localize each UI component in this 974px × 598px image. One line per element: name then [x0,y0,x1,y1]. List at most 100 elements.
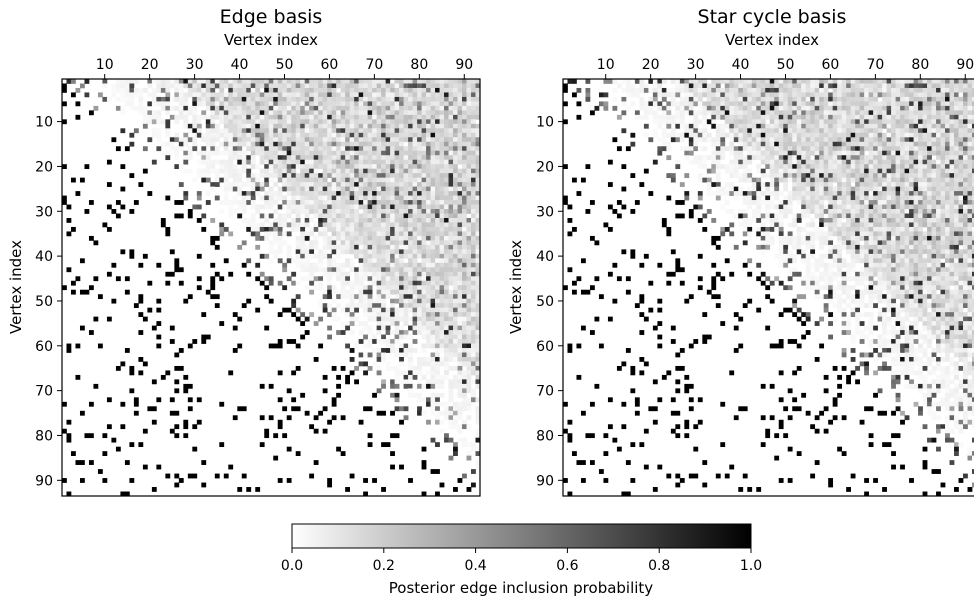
heatmap-cell [381,289,386,295]
heatmap-cell [385,141,391,147]
heatmap-cell [295,258,301,264]
heatmap-cell [313,415,319,421]
heatmap-cell [268,110,274,116]
heatmap-cell [124,96,130,102]
heatmap-cell [715,114,721,120]
heatmap-cell [466,262,472,268]
heatmap-cell [403,168,409,174]
heatmap-cell [421,235,427,241]
heatmap-cell [412,177,418,183]
heatmap-cell [475,267,481,273]
heatmap-cell [313,141,319,147]
heatmap-cell [421,491,427,497]
heatmap-cell [336,446,342,452]
heatmap-cell [738,141,744,147]
heatmap-cell [349,321,355,326]
heatmap-cell [322,388,328,394]
heatmap-cell [250,182,256,187]
heatmap-cell [363,191,368,196]
heatmap-cell [435,370,440,376]
heatmap-cell [340,271,346,277]
heatmap-cell [327,482,333,488]
heatmap-cell [403,137,409,143]
heatmap-cell [612,105,618,111]
heatmap-cell [219,164,225,170]
heatmap-cell [466,321,472,326]
heatmap-cell [394,200,400,205]
heatmap-cell [475,428,481,434]
heatmap-cell [945,128,950,134]
heatmap-cell [444,83,449,89]
heatmap-cell [453,159,458,165]
heatmap-cell [733,119,739,125]
heatmap-cell [457,294,463,300]
heatmap-cell [394,370,400,376]
heatmap-cell [178,213,184,219]
heatmap-cell [336,110,342,116]
heatmap-cell [241,96,247,102]
heatmap-cell [693,123,699,129]
heatmap-cell [814,150,820,156]
heatmap-cell [765,101,771,107]
heatmap-cell [331,79,337,84]
heatmap-cell [765,87,771,93]
heatmap-cell [711,114,717,120]
heatmap-cell [426,177,431,183]
heatmap-cell [796,110,802,116]
heatmap-cell [336,137,342,143]
heatmap-cell [403,316,409,322]
heatmap-cell [385,146,391,152]
heatmap-cell [156,83,162,89]
heatmap-cell [837,105,843,111]
heatmap-cell [769,150,775,156]
heatmap-cell [720,137,726,143]
heatmap-cell [733,150,739,156]
heatmap-cell [309,473,315,479]
heatmap-cell [268,92,274,98]
heatmap-cell [702,79,708,84]
heatmap-cell [430,209,436,214]
y-tick-label: 80 [35,428,53,444]
heatmap-cell [322,253,328,259]
heatmap-cell [742,114,748,120]
heatmap-cell [246,119,252,125]
heatmap-cell [165,226,171,232]
heatmap-cell [363,406,368,412]
heatmap-cell [453,280,458,286]
heatmap-cell [399,289,404,295]
heatmap-cell [435,397,440,403]
heatmap-cell [367,307,373,313]
heatmap-cell [336,289,342,295]
heatmap-cell [79,289,85,295]
heatmap-cell [70,226,76,232]
heatmap-cell [814,101,820,107]
heatmap-cell [886,83,892,89]
heatmap-cell [457,200,463,205]
heatmap-cell [367,159,373,165]
heatmap-cell [255,307,261,313]
heatmap-cell [412,182,418,187]
heatmap-cell [729,105,735,111]
heatmap-cell [444,374,449,380]
heatmap-cell [196,218,202,223]
heatmap-cell [88,401,94,407]
heatmap-cell [417,159,422,165]
heatmap-cell [444,289,449,295]
heatmap-cell [372,83,377,89]
heatmap-cell [814,132,820,138]
heatmap-cell [282,137,288,143]
heatmap-cell [417,177,422,183]
heatmap-cell [466,294,472,300]
heatmap-cell [304,164,310,170]
heatmap-cell [174,105,180,111]
heatmap-cell [729,87,735,93]
heatmap-cell [670,128,676,134]
heatmap-cell [832,96,838,102]
heatmap-cell [277,258,283,264]
heatmap-cell [453,155,458,161]
heatmap-cell [724,83,730,89]
heatmap-cell [174,213,180,219]
heatmap-cell [430,271,436,277]
heatmap-cell [471,222,476,228]
heatmap-cell [255,244,261,250]
